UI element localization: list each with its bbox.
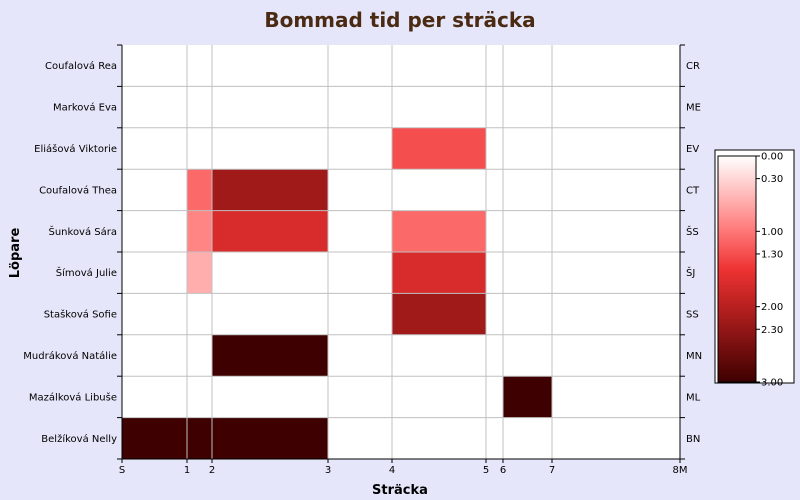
y-tick-label: Belžíková Nelly bbox=[41, 433, 117, 445]
heat-cell bbox=[212, 169, 328, 211]
y2-tick-label: ŠJ bbox=[686, 266, 695, 279]
x-tick-label: 6 bbox=[500, 465, 506, 476]
y-tick-label: Mudráková Natálie bbox=[23, 350, 117, 362]
legend-tick-label: 1.30 bbox=[761, 249, 783, 260]
x-tick-label: 4 bbox=[389, 465, 395, 476]
color-legend: 0.00 0.30 1.00 1.30 2.00 2.30 3.00 bbox=[714, 149, 795, 389]
y-tick-label: Coufalová Rea bbox=[45, 60, 117, 72]
y2-tick-label: EV bbox=[686, 144, 699, 155]
y-tick-label: Coufalová Thea bbox=[39, 184, 117, 196]
heat-cell bbox=[212, 334, 328, 377]
y2-tick-label: ŠS bbox=[686, 225, 699, 238]
heat-cell bbox=[503, 376, 552, 418]
y2-tick-label: CR bbox=[686, 61, 700, 72]
x-tick-label: 8M bbox=[673, 465, 688, 476]
heat-cell bbox=[212, 210, 328, 252]
x-tick-label: S bbox=[119, 465, 125, 476]
heat-cell bbox=[187, 169, 212, 211]
y-tick-label: Šímová Julie bbox=[56, 266, 117, 279]
y-tick-label: Eliášová Viktorie bbox=[34, 143, 117, 155]
y-axis-title: Löpare bbox=[8, 228, 23, 279]
y-tick-label: Marková Eva bbox=[53, 102, 117, 114]
y2-tick-label: ML bbox=[686, 392, 701, 403]
x-axis-title: Sträcka bbox=[372, 483, 428, 498]
x-tick-label: 7 bbox=[549, 465, 555, 476]
x-tick-label: 5 bbox=[483, 465, 489, 476]
x-tick-label: 1 bbox=[184, 465, 190, 476]
legend-tick-label: 0.00 bbox=[761, 152, 783, 163]
heat-cell bbox=[212, 417, 328, 459]
heat-cell bbox=[122, 417, 187, 459]
y2-tick-label: CT bbox=[686, 185, 700, 196]
heat-cell bbox=[187, 252, 212, 294]
heat-cell bbox=[187, 417, 212, 459]
y2-tick-label: BN bbox=[686, 434, 700, 445]
y2-tick-label: ME bbox=[686, 103, 701, 114]
x-tick-label: 2 bbox=[209, 465, 215, 476]
heat-cell bbox=[392, 210, 486, 252]
y2-tick-label: SS bbox=[686, 310, 699, 321]
heat-cell bbox=[187, 210, 212, 252]
legend-tick-label: 2.30 bbox=[761, 325, 783, 336]
legend-tick-label: 3.00 bbox=[761, 378, 783, 389]
heat-cell bbox=[392, 293, 486, 335]
x-tick-label: 3 bbox=[325, 465, 331, 476]
y-tick-label: Mazálková Libuše bbox=[29, 391, 117, 403]
y2-tick-label: MN bbox=[686, 351, 702, 362]
y-tick-label: Šunková Sára bbox=[48, 225, 117, 238]
plot-area: Coufalová Rea CR Marková Eva ME Eliášová Vik… bbox=[23, 44, 702, 476]
legend-color-bar bbox=[717, 155, 757, 383]
legend-tick-label: 2.00 bbox=[761, 302, 783, 313]
heat-cell bbox=[392, 127, 486, 170]
legend-tick-label: 1.00 bbox=[761, 227, 783, 238]
legend-tick-label: 0.30 bbox=[761, 174, 783, 185]
y-tick-label: Stašková Sofie bbox=[44, 309, 117, 321]
heat-cell bbox=[392, 252, 486, 294]
chart-title: Bommad tid per sträcka bbox=[264, 8, 535, 32]
